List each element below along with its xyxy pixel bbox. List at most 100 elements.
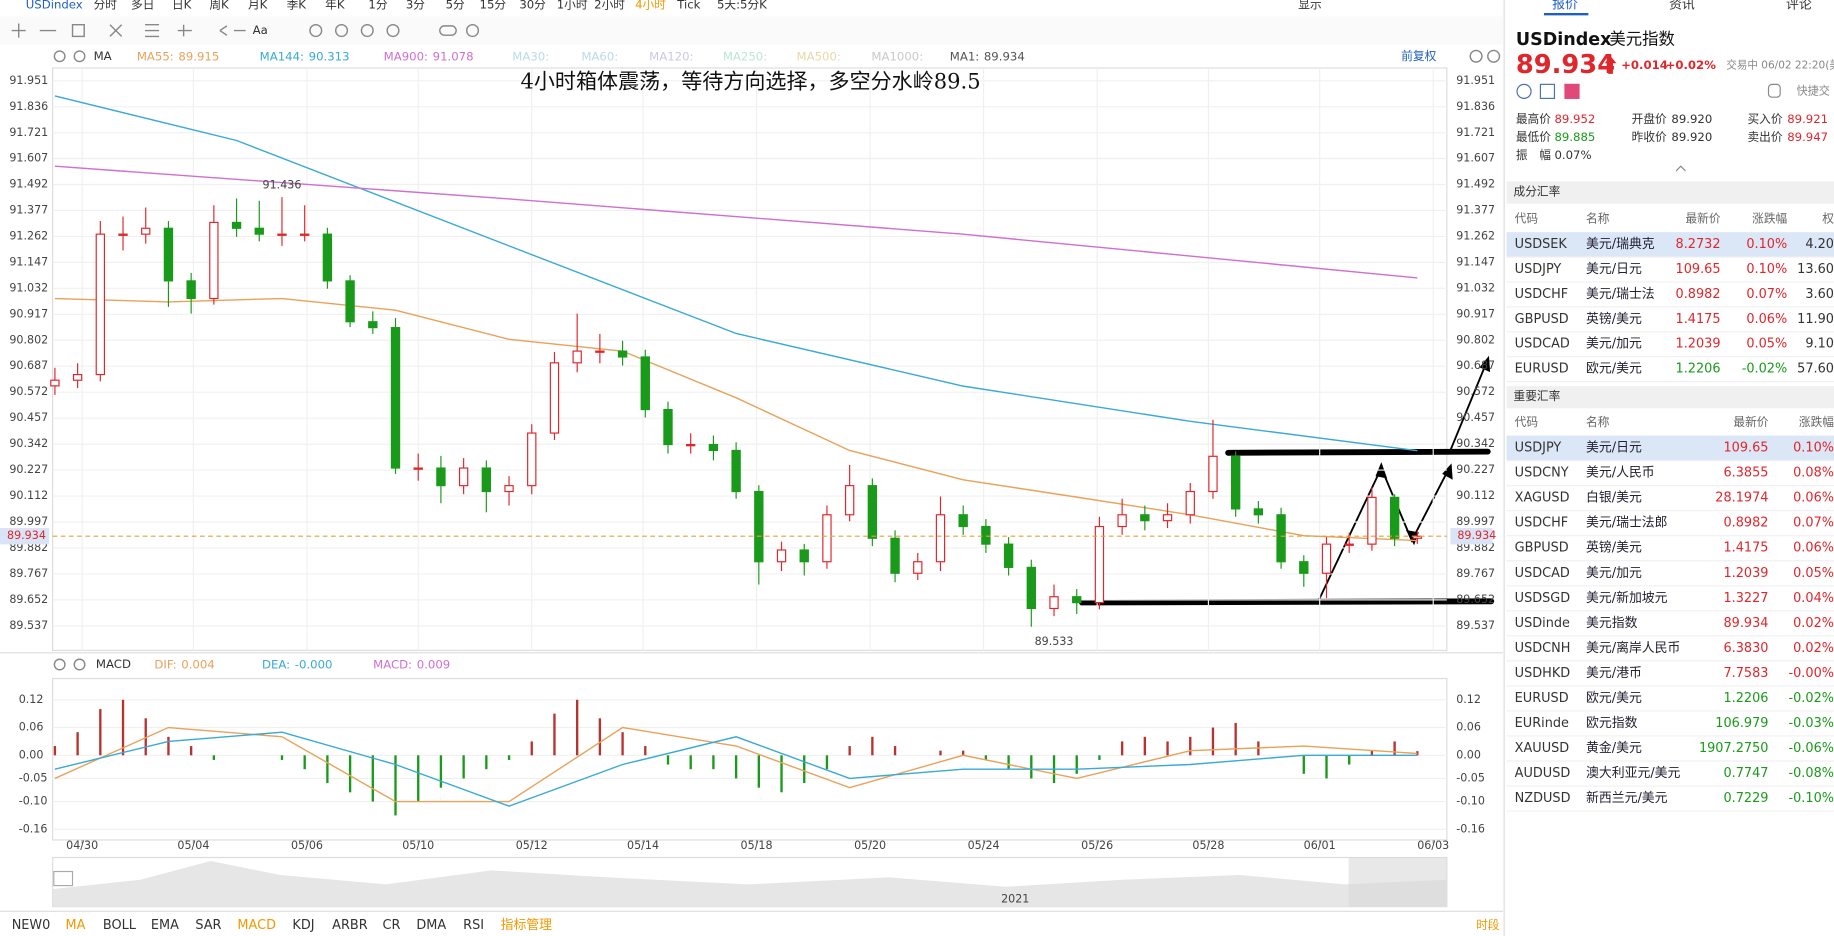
indicator-tab[interactable]: SAR <box>195 918 221 933</box>
table-cell[interactable]: -0.02% <box>1742 362 1788 377</box>
period-button[interactable]: 3分 <box>406 0 425 11</box>
table-cell[interactable]: USDCAD <box>1515 337 1570 352</box>
table-cell[interactable]: 109.65 <box>1724 441 1769 456</box>
indicator-tab[interactable]: 指标管理 <box>501 918 553 933</box>
table-cell[interactable]: 0.05% <box>1793 566 1834 581</box>
indicator-tab[interactable]: KDJ <box>292 918 314 933</box>
settings-tool[interactable] <box>465 24 480 38</box>
zoom-in[interactable] <box>1487 49 1501 63</box>
indicator-tab[interactable]: CR <box>382 918 400 933</box>
table-cell[interactable]: -0.00% <box>1789 666 1834 681</box>
period-button[interactable]: 5分 <box>446 0 465 11</box>
table-cell[interactable]: -0.06% <box>1789 741 1834 756</box>
table-cell[interactable]: 新西兰元/美元 <box>1586 790 1668 806</box>
table-cell[interactable]: 美元/日元 <box>1586 262 1642 277</box>
icon[interactable] <box>1539 83 1556 99</box>
period-button[interactable]: 4小时 <box>635 0 666 11</box>
table-cell[interactable]: USDHKD <box>1515 666 1571 681</box>
period-button[interactable]: 周K <box>209 0 229 11</box>
table-cell[interactable]: AUDUSD <box>1515 766 1571 781</box>
table-cell[interactable]: 欧元/美元 <box>1586 691 1642 706</box>
table-cell[interactable]: 0.7747 <box>1724 766 1769 781</box>
table-cell[interactable]: 欧元/美元 <box>1586 362 1642 377</box>
arrow-tool[interactable] <box>219 25 246 36</box>
table-cell[interactable]: 1.2206 <box>1676 362 1721 377</box>
table-cell[interactable]: 美元/日元 <box>1586 441 1642 456</box>
ma-settings[interactable] <box>53 50 66 63</box>
table-cell[interactable]: 1.2039 <box>1676 337 1721 352</box>
table-cell[interactable]: 0.05% <box>1746 337 1787 352</box>
table-cell[interactable]: XAUUSD <box>1515 741 1570 756</box>
period-button[interactable]: 30分 <box>519 0 546 11</box>
navigator-window[interactable] <box>1348 857 1447 907</box>
pen-tool[interactable] <box>309 24 323 38</box>
table-cell[interactable]: 白银/美元 <box>1586 490 1642 506</box>
table-cell[interactable]: NZDUSD <box>1515 791 1571 806</box>
table-cell[interactable]: 0.02% <box>1793 641 1834 656</box>
table-cell[interactable]: 8.2732 <box>1676 237 1721 252</box>
table-cell[interactable]: 欧元指数 <box>1586 716 1638 731</box>
indicator-tab[interactable]: NEW0 <box>12 918 51 933</box>
period-button[interactable]: 年K <box>325 0 345 11</box>
erase-tool[interactable] <box>386 24 400 38</box>
table-cell[interactable]: 6.3830 <box>1724 641 1769 656</box>
table-cell[interactable]: GBPUSD <box>1515 312 1569 327</box>
period-button[interactable]: 时段 <box>1476 918 1500 932</box>
table-cell[interactable]: 0.02% <box>1793 616 1834 631</box>
adjust-button[interactable]: 前复权 <box>1401 49 1436 63</box>
period-button[interactable]: 分时 <box>94 0 118 11</box>
period-button[interactable]: 1小时 <box>557 0 588 11</box>
table-cell[interactable]: USDCHF <box>1515 287 1569 302</box>
table-cell[interactable]: 英镑/美元 <box>1586 311 1642 327</box>
side-tab[interactable]: 评论 <box>1786 0 1812 12</box>
table-cell[interactable]: 0.08% <box>1793 466 1834 481</box>
indicator-tab[interactable]: MA <box>66 918 86 933</box>
period-button[interactable]: 季K <box>287 0 307 11</box>
table-cell[interactable]: 美元/加元 <box>1586 337 1642 352</box>
table-cell[interactable]: 美元/离岸人民币 <box>1586 640 1680 656</box>
period-button[interactable]: Tick <box>676 0 700 11</box>
table-cell[interactable]: 6.3855 <box>1724 466 1769 481</box>
lock-tool[interactable] <box>360 24 374 38</box>
table-cell[interactable]: -0.08% <box>1789 766 1834 781</box>
table-cell[interactable]: 0.06% <box>1746 312 1787 327</box>
table-cell[interactable]: 0.07% <box>1746 287 1787 302</box>
period-button[interactable]: 多日 <box>131 0 154 11</box>
indicator-tab[interactable]: RSI <box>463 918 484 933</box>
table-cell[interactable]: 0.8982 <box>1724 516 1769 531</box>
table-cell[interactable]: 1907.2750 <box>1699 741 1769 756</box>
table-cell[interactable]: 美元/瑞典克 <box>1586 237 1655 252</box>
macd-settings[interactable] <box>53 658 66 671</box>
table-cell[interactable]: 4.20 <box>1805 237 1834 252</box>
period-button[interactable]: 月K <box>248 0 268 11</box>
link-tool[interactable] <box>439 25 457 36</box>
indicator-tab[interactable]: DMA <box>416 918 446 933</box>
table-cell[interactable]: 0.10% <box>1746 237 1787 252</box>
ma-close[interactable] <box>73 50 86 63</box>
table-cell[interactable]: 美元/瑞士法 <box>1586 287 1655 302</box>
table-cell[interactable]: 3.60 <box>1805 287 1834 302</box>
alert-icon[interactable] <box>1767 83 1781 98</box>
table-cell[interactable]: 0.10% <box>1793 441 1834 456</box>
period-button[interactable]: 日K <box>172 0 192 11</box>
quick-trade[interactable]: 快捷交 <box>1797 83 1830 97</box>
table-cell[interactable]: -0.02% <box>1789 691 1834 706</box>
cross-tool[interactable] <box>11 23 26 38</box>
period-button[interactable]: 2小时 <box>594 0 625 11</box>
table-cell[interactable]: 106.979 <box>1715 716 1768 731</box>
rect-tool[interactable] <box>71 24 85 38</box>
table-cell[interactable]: USDSGD <box>1515 591 1571 606</box>
side-tab[interactable]: 报价 <box>1552 0 1578 12</box>
table-cell[interactable]: 美元/人民币 <box>1586 466 1655 481</box>
table-cell[interactable]: 57.60 <box>1797 362 1834 377</box>
table-cell[interactable]: 澳大利亚元/美元 <box>1586 765 1680 781</box>
table-cell[interactable]: 美元指数 <box>1586 616 1638 631</box>
table-cell[interactable]: 黄金/美元 <box>1586 740 1642 756</box>
table-cell[interactable]: 0.7229 <box>1724 791 1769 806</box>
table-cell[interactable]: EURinde <box>1515 716 1569 731</box>
channel-tool[interactable] <box>145 24 160 38</box>
table-cell[interactable]: 美元/瑞士法郎 <box>1586 516 1668 531</box>
table-cell[interactable]: 1.4175 <box>1676 312 1721 327</box>
table-cell[interactable]: 1.4175 <box>1724 541 1769 556</box>
icon[interactable] <box>1564 83 1580 99</box>
